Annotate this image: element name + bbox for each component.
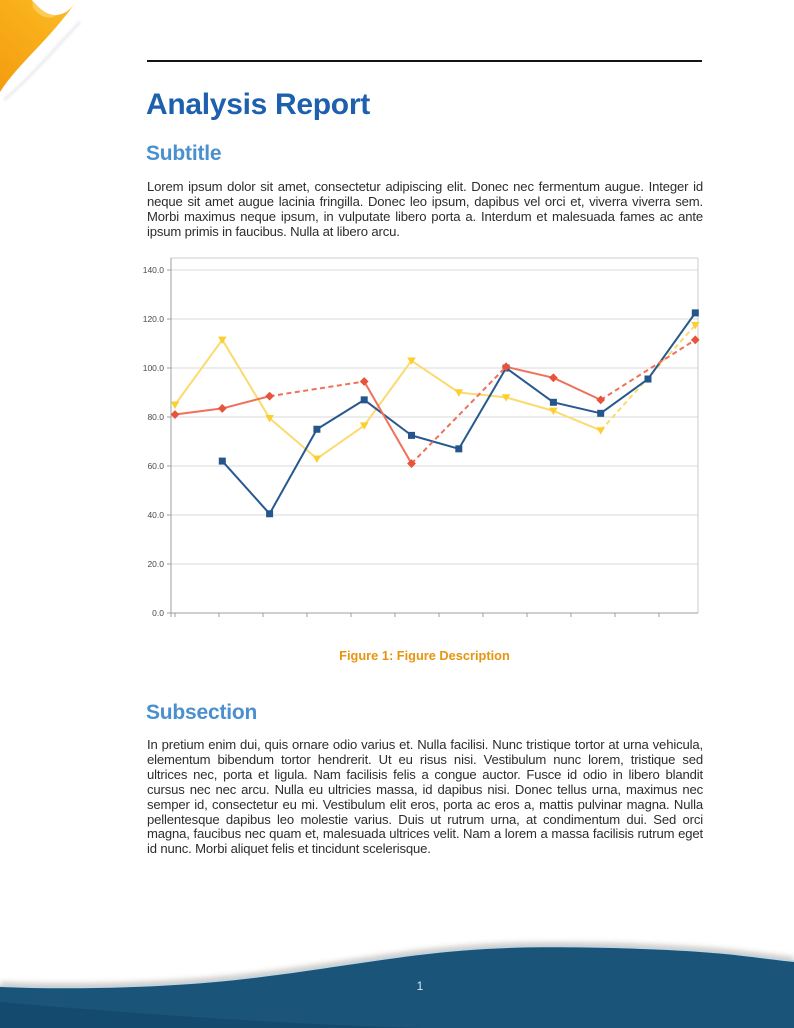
y-tick-label: 140.0 bbox=[143, 265, 165, 275]
corner-shadow-arc bbox=[3, 21, 81, 101]
footer-wave-edge bbox=[0, 945, 794, 990]
y-tick-label: 0.0 bbox=[152, 608, 164, 618]
corner-swoosh bbox=[0, 0, 77, 92]
footer-underwave bbox=[0, 1002, 420, 1028]
line-chart: 0.0 20.0 40.0 60.0 80.0 100.0 120.0 140.0 bbox=[143, 257, 700, 618]
corner-ornament-icon bbox=[0, 0, 81, 101]
section-heading-subtitle: Subtitle bbox=[146, 142, 222, 165]
y-tick-label: 120.0 bbox=[143, 314, 165, 324]
page-number: 1 bbox=[416, 979, 424, 993]
yellow-series bbox=[170, 321, 700, 463]
footer-wave bbox=[0, 942, 794, 1028]
corner-highlight bbox=[32, 0, 57, 18]
header-rule bbox=[147, 60, 702, 62]
y-tick-label: 20.0 bbox=[147, 559, 164, 569]
y-tick-label: 60.0 bbox=[147, 461, 164, 471]
paragraph-lorem: Lorem ipsum dolor sit amet, consectetur … bbox=[147, 179, 703, 239]
figure-chart: 0.0 20.0 40.0 60.0 80.0 100.0 120.0 140.0 bbox=[138, 256, 700, 622]
page-title: Analysis Report bbox=[146, 88, 370, 121]
y-tick-label: 40.0 bbox=[147, 510, 164, 520]
red-series bbox=[170, 335, 700, 468]
figure-caption: Figure 1: Figure Description bbox=[339, 648, 510, 663]
footer-wave-fill bbox=[0, 947, 794, 1028]
y-tick-label: 100.0 bbox=[143, 363, 165, 373]
blue-series bbox=[218, 309, 699, 518]
paragraph-pretium: In pretium enim dui, quis ornare odio va… bbox=[147, 737, 703, 857]
section-heading-subsection: Subsection bbox=[146, 701, 258, 724]
y-tick-label: 80.0 bbox=[147, 412, 164, 422]
